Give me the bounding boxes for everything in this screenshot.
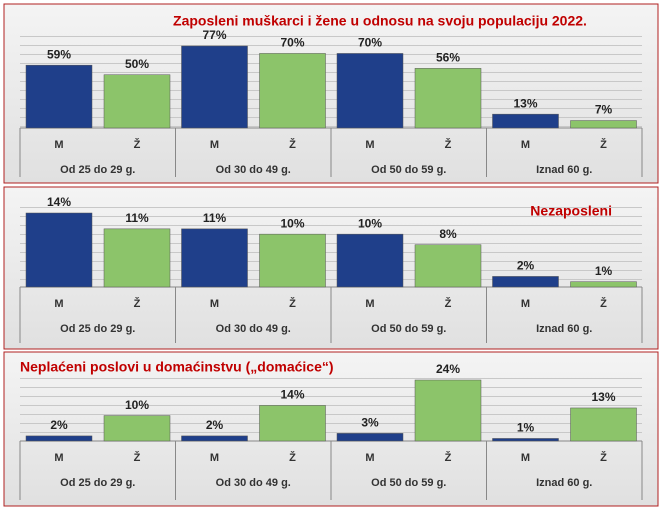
series-label: Ž: [289, 138, 296, 151]
category-label: Iznad 60 g.: [536, 164, 592, 176]
value-label: 14%: [280, 388, 304, 402]
series-label: Ž: [445, 451, 452, 464]
category-label: Iznad 60 g.: [536, 323, 592, 335]
bar: [25, 435, 93, 442]
bar: [570, 120, 637, 129]
bar: [181, 228, 248, 288]
category-label: Od 30 do 49 g.: [216, 164, 291, 176]
series-label: Ž: [134, 297, 141, 310]
category-label: Od 50 do 59 g.: [371, 323, 446, 335]
series-label: M: [365, 298, 374, 310]
series-label: Ž: [600, 451, 607, 464]
series-label: Ž: [134, 451, 141, 464]
series-label: M: [54, 298, 63, 310]
value-label: 1%: [517, 421, 535, 435]
series-label: M: [210, 139, 219, 151]
bar: [181, 435, 248, 442]
category-label: Od 25 do 29 g.: [60, 477, 135, 489]
bar: [259, 405, 326, 442]
bar: [414, 68, 482, 129]
category-label: Od 30 do 49 g.: [216, 323, 291, 335]
series-label: M: [521, 452, 530, 464]
series-label: Ž: [134, 138, 141, 151]
bar: [25, 212, 93, 288]
bar: [259, 233, 326, 288]
value-label: 14%: [47, 195, 71, 209]
category-label: Od 25 do 29 g.: [60, 164, 135, 176]
value-label: 8%: [439, 227, 457, 241]
bar: [414, 244, 482, 288]
value-label: 24%: [436, 362, 460, 376]
value-label: 10%: [280, 216, 304, 230]
chart-title: Neplaćeni poslovi u domaćinstvu („domaći…: [20, 359, 334, 375]
bar: [181, 45, 248, 129]
series-label: Ž: [445, 297, 452, 310]
value-label: 70%: [358, 36, 382, 50]
category-label: Od 50 do 59 g.: [371, 164, 446, 176]
value-label: 2%: [206, 418, 224, 432]
bar: [570, 281, 637, 288]
bar: [492, 276, 559, 288]
bar: [103, 228, 171, 288]
series-label: M: [521, 298, 530, 310]
category-label: Od 50 do 59 g.: [371, 477, 446, 489]
value-label: 70%: [280, 36, 304, 50]
value-label: 7%: [595, 103, 613, 117]
series-label: M: [210, 452, 219, 464]
bar: [25, 64, 93, 129]
value-label: 50%: [125, 57, 149, 71]
value-label: 13%: [591, 390, 615, 404]
category-label: Od 25 do 29 g.: [60, 323, 135, 335]
value-label: 1%: [595, 264, 613, 278]
value-label: 13%: [513, 96, 537, 110]
series-label: Ž: [445, 138, 452, 151]
bar: [103, 415, 171, 442]
bar: [336, 233, 404, 288]
bar: [492, 113, 559, 129]
bar: [492, 438, 559, 442]
bar: [336, 53, 404, 129]
bar: [103, 74, 171, 129]
series-label: Ž: [289, 451, 296, 464]
bar: [336, 433, 404, 442]
series-label: M: [54, 452, 63, 464]
series-label: M: [365, 452, 374, 464]
bar: [259, 53, 326, 129]
value-label: 56%: [436, 51, 460, 65]
series-label: Ž: [289, 297, 296, 310]
value-label: 2%: [50, 418, 68, 432]
value-label: 11%: [203, 211, 227, 225]
series-label: M: [521, 139, 530, 151]
series-label: Ž: [600, 297, 607, 310]
series-label: M: [54, 139, 63, 151]
value-label: 11%: [125, 211, 149, 225]
value-label: 10%: [125, 398, 149, 412]
category-label: Od 30 do 49 g.: [216, 477, 291, 489]
bar: [414, 379, 482, 442]
value-label: 77%: [202, 28, 226, 42]
value-label: 2%: [517, 259, 535, 273]
bar: [570, 407, 637, 442]
category-label: Iznad 60 g.: [536, 477, 592, 489]
value-label: 3%: [361, 416, 379, 430]
value-label: 10%: [358, 216, 382, 230]
series-label: M: [365, 139, 374, 151]
series-label: M: [210, 298, 219, 310]
chart-title: Zaposleni muškarci i žene u odnosu na sv…: [173, 13, 587, 29]
value-label: 59%: [47, 47, 71, 61]
series-label: Ž: [600, 138, 607, 151]
chart-title: Nezaposleni: [530, 203, 612, 219]
